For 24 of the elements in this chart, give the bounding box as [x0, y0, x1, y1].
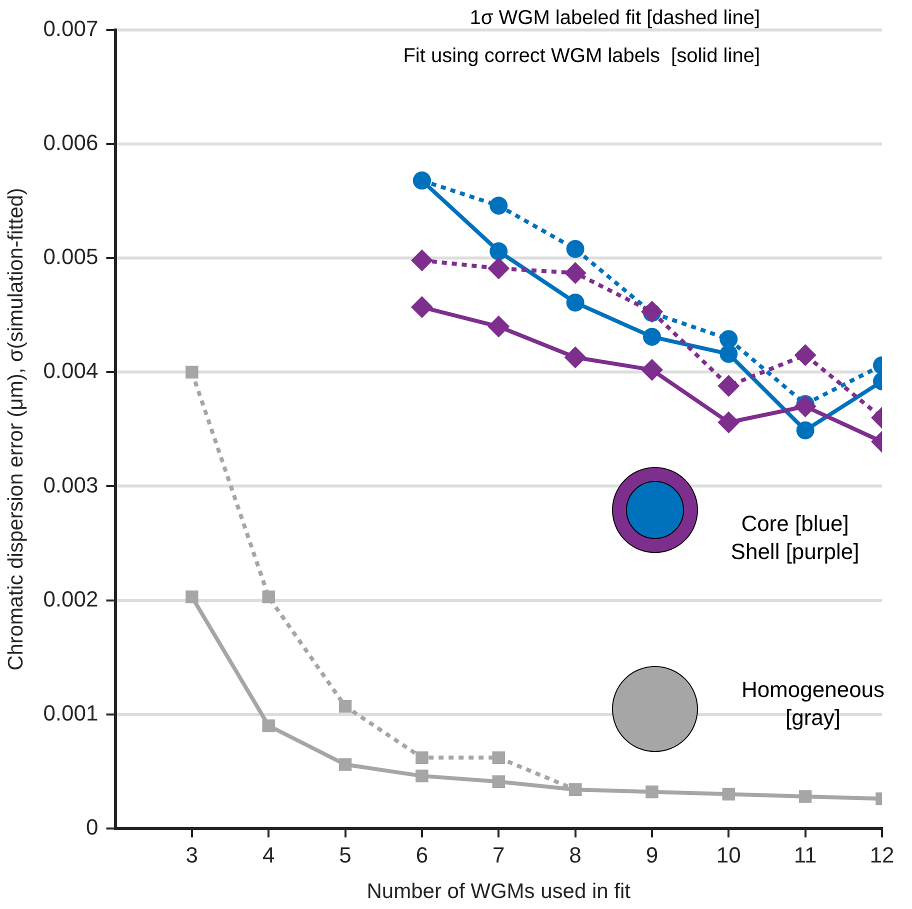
- y-tick-label: 0: [86, 814, 98, 840]
- y-tick-label: 0.002: [43, 586, 98, 612]
- y-tick-label: 0.004: [43, 358, 98, 384]
- y-tick-label: 0.005: [43, 244, 98, 270]
- x-tick-label: 4: [262, 842, 275, 868]
- y-tick-label: 0.003: [43, 472, 98, 498]
- x-tick-label: 11: [794, 842, 817, 868]
- x-tick-label: 9: [646, 842, 658, 868]
- x-axis-title: Number of WGMs used in fit: [366, 880, 631, 904]
- text: 1σ WGM labeled fit [dashed line]: [468, 6, 760, 31]
- x-tick-label: 8: [569, 842, 582, 868]
- x-tick-label: 12: [870, 842, 894, 868]
- x-tick-label: 5: [339, 842, 352, 868]
- x-tick-label: 6: [416, 842, 428, 868]
- y-tick-label: 0.007: [43, 16, 98, 42]
- y-tick-label: 0.001: [43, 700, 98, 726]
- annotation: Homogeneous [gray]: [740, 676, 886, 732]
- x-tick-label: 7: [492, 842, 505, 868]
- y-axis-title: Chromatic dispersion error (μm), σ(simulation-fitted): [4, 188, 28, 670]
- x-tick-label: 10: [716, 842, 741, 868]
- x-tick-label: 3: [186, 842, 198, 868]
- y-tick-label: 0.006: [43, 130, 98, 156]
- annotation: Core [blue] Shell [purple]: [730, 510, 860, 566]
- annotation: Fit using correct WGM labels [solid line]: [402, 44, 760, 69]
